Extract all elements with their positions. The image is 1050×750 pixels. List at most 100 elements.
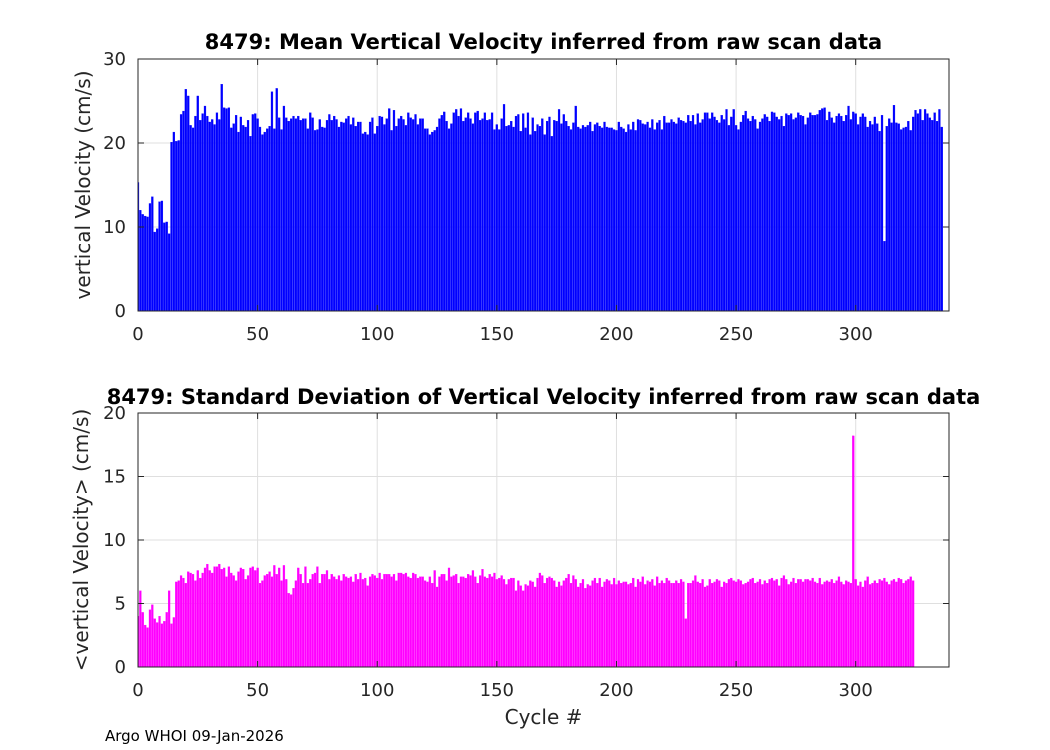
bar xyxy=(397,118,400,312)
bar xyxy=(378,572,381,668)
bar xyxy=(711,583,714,668)
bar xyxy=(400,115,403,312)
bar xyxy=(163,621,166,668)
bar xyxy=(806,117,809,312)
bar xyxy=(823,107,826,312)
bar xyxy=(330,120,333,312)
bar xyxy=(723,581,726,668)
bar xyxy=(383,574,386,668)
bar xyxy=(196,570,199,668)
bar xyxy=(522,590,525,668)
bar xyxy=(421,118,424,312)
bar xyxy=(842,121,845,312)
bar xyxy=(593,124,597,312)
bar xyxy=(443,111,446,312)
bar xyxy=(873,116,876,312)
bar xyxy=(364,131,367,312)
bar xyxy=(179,575,183,668)
bar xyxy=(823,581,826,668)
bar xyxy=(892,105,896,312)
bar xyxy=(519,131,522,312)
bar xyxy=(629,129,632,312)
bar xyxy=(799,579,802,668)
bar xyxy=(878,579,881,668)
bar xyxy=(311,117,314,312)
bar xyxy=(624,131,628,312)
bar xyxy=(904,580,908,668)
bar xyxy=(524,127,527,312)
bar xyxy=(672,121,675,312)
bar xyxy=(433,570,436,668)
chart-title: 8479: Standard Deviation of Vertical Vel… xyxy=(107,385,981,409)
bar xyxy=(584,126,587,312)
bar xyxy=(246,575,250,668)
bar xyxy=(146,627,149,668)
bar xyxy=(179,114,183,312)
bar xyxy=(739,121,742,312)
x-tick-label: 100 xyxy=(360,680,394,701)
bar xyxy=(548,116,551,312)
bar xyxy=(569,129,573,312)
bar xyxy=(778,585,781,668)
bar xyxy=(577,586,580,668)
bar xyxy=(325,570,329,668)
bar xyxy=(689,121,692,312)
bar xyxy=(402,119,405,312)
bar xyxy=(428,576,431,668)
bar xyxy=(294,118,298,312)
bar xyxy=(679,579,683,668)
bar xyxy=(237,131,240,312)
bar xyxy=(696,581,699,668)
bar xyxy=(514,115,518,312)
bar xyxy=(770,111,774,312)
bar xyxy=(689,583,692,668)
axes-frame xyxy=(137,58,950,312)
bar xyxy=(304,118,307,312)
bar xyxy=(184,583,187,668)
bar xyxy=(139,210,142,312)
bar xyxy=(581,579,585,668)
bar xyxy=(457,583,460,668)
bar xyxy=(268,126,271,312)
bar xyxy=(770,577,774,668)
bar xyxy=(837,576,841,668)
bar xyxy=(390,130,393,312)
bar xyxy=(419,576,422,668)
bar xyxy=(545,121,549,312)
bar xyxy=(278,117,281,312)
bar xyxy=(565,577,568,668)
bar xyxy=(306,583,309,668)
bar xyxy=(560,585,563,668)
bar xyxy=(742,115,745,312)
y-tick-label: 0 xyxy=(115,657,126,678)
bar xyxy=(244,579,247,668)
bar xyxy=(897,123,900,312)
bar xyxy=(550,577,553,668)
bar xyxy=(701,579,704,668)
bar xyxy=(684,618,687,668)
bar xyxy=(608,580,611,668)
bar xyxy=(797,112,800,312)
bar xyxy=(572,575,575,668)
bar xyxy=(679,120,683,312)
bar xyxy=(471,570,475,668)
bar xyxy=(368,576,372,668)
bar xyxy=(701,119,704,312)
bar xyxy=(292,115,295,312)
bar xyxy=(744,110,747,312)
bar xyxy=(309,579,312,668)
bar xyxy=(165,612,168,668)
bar xyxy=(390,576,393,668)
y-axis-label: <vertical Velocity> (cm/s) xyxy=(69,409,93,672)
bar xyxy=(156,622,159,668)
bar xyxy=(742,584,745,668)
x-tick-label: 300 xyxy=(839,324,873,345)
bar xyxy=(536,124,539,312)
bar xyxy=(517,580,520,668)
bar xyxy=(603,581,606,668)
bar xyxy=(852,111,855,312)
bar xyxy=(746,581,750,668)
bar xyxy=(691,580,695,668)
bar xyxy=(694,575,697,668)
bar xyxy=(534,131,537,312)
